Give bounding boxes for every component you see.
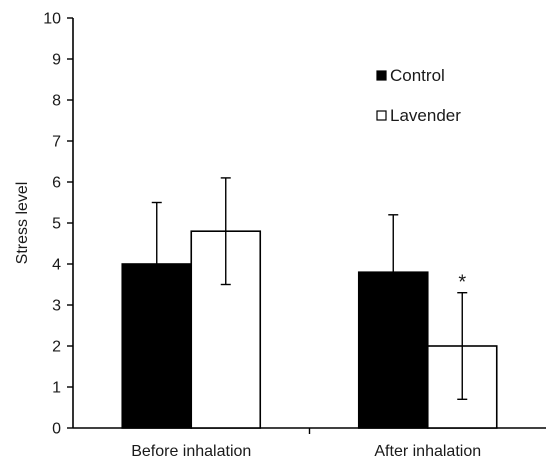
legend: Control Lavender [376, 66, 461, 125]
y-axis-title: Stress level [14, 182, 31, 265]
y-tick-label: 9 [52, 52, 61, 69]
legend-swatch-lavender [376, 110, 387, 121]
y-tick-label: 8 [52, 93, 61, 110]
labels-layer: 0 1 2 3 4 5 6 7 8 9 10 Stress level Before inhalatio… [14, 11, 481, 461]
y-tick-label: 4 [52, 257, 61, 274]
y-tick-label: 2 [52, 339, 61, 356]
y-tick-label: 10 [43, 11, 61, 28]
bars-layer [121, 177, 498, 429]
y-tick-label: 0 [52, 421, 61, 438]
bar-control-1 [357, 271, 429, 429]
x-category-label: After inhalation [374, 443, 481, 460]
bar-lavender-0 [190, 230, 262, 429]
x-category-label: Before inhalation [131, 443, 251, 460]
bar-control-0 [121, 263, 193, 429]
legend-label-control: Control [390, 66, 445, 85]
y-tick-label: 5 [52, 216, 61, 233]
y-tick-label: 3 [52, 298, 61, 315]
legend-swatch-control [376, 70, 387, 81]
y-tick-label: 6 [52, 175, 61, 192]
legend-label-lavender: Lavender [390, 106, 461, 125]
y-tick-label: 7 [52, 134, 61, 151]
significance-asterisk: * [458, 272, 466, 294]
y-tick-label: 1 [52, 380, 61, 397]
